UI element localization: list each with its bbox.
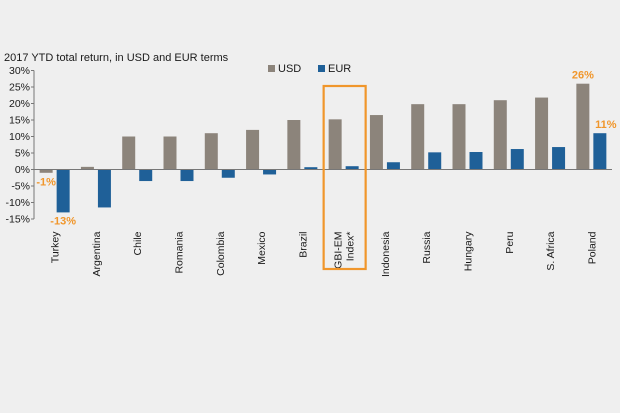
x-tick-label-line: Brazil (297, 232, 309, 258)
x-tick-label-line: Mexico (256, 231, 268, 264)
x-tick-label-line: Poland (586, 231, 598, 264)
data-label: 26% (572, 70, 594, 82)
annotations: -1% -13% 26% 11% (36, 70, 617, 271)
y-tick-label: 0% (15, 164, 30, 176)
x-tick-label: Hungary (463, 231, 475, 271)
x-axis: Turkey Argentina Chile Romania Colombia Mexic… (34, 169, 612, 277)
bar-eur-s-africa (552, 147, 566, 170)
x-tick-label: Chile (132, 231, 144, 255)
y-tick-label: 15% (9, 115, 30, 127)
bar-usd-brazil (287, 120, 301, 170)
x-tick-label-line: Argentina (91, 231, 103, 276)
bar-usd-chile (122, 136, 136, 170)
x-tick-label-line: Chile (132, 231, 144, 255)
x-tick-label-line: Index* (345, 232, 357, 262)
bar-usd-romania (163, 136, 177, 170)
bar-usd-hungary (452, 104, 466, 170)
data-label: -13% (50, 215, 76, 227)
bar-eur-argentina (97, 169, 111, 208)
x-tick-label-line: Romania (174, 231, 186, 273)
x-tick-label: Mexico (256, 231, 268, 264)
bar-usd-poland (576, 83, 590, 170)
x-tick-label-line: Colombia (215, 231, 227, 276)
bar-eur-colombia (221, 169, 235, 178)
bar-usd-mexico (246, 129, 260, 170)
bar-usd-peru (493, 100, 507, 170)
bar-usd-turkey (39, 169, 53, 173)
bar-eur-peru (510, 149, 524, 170)
bar-eur-turkey (56, 169, 70, 213)
bar-usd-colombia (204, 133, 218, 170)
data-label: -1% (36, 177, 56, 189)
bars (39, 83, 607, 213)
x-tick-label: Russia (421, 231, 433, 263)
y-tick-label: 25% (9, 82, 30, 94)
legend-swatch-eur (318, 65, 325, 72)
x-tick-label-line: Indonesia (380, 231, 392, 277)
x-tick-label-line: Peru (504, 231, 516, 253)
x-tick-label-line: Russia (421, 231, 433, 263)
bar-eur-gbi-em-index (345, 166, 359, 170)
bar-usd-argentina (80, 166, 94, 170)
y-tick-label: 5% (15, 148, 30, 160)
x-tick-label-line: Turkey (50, 231, 62, 263)
x-tick-label: Argentina (91, 231, 103, 276)
y-tick-label: -5% (11, 181, 30, 193)
bar-eur-indonesia (386, 162, 400, 170)
bar-usd-s-africa (535, 97, 549, 170)
bar-eur-chile (139, 169, 153, 182)
bar-eur-romania (180, 169, 194, 182)
legend-label-eur: EUR (328, 63, 351, 75)
x-tick-label-line: GBI-EM (333, 232, 345, 269)
x-tick-label: Indonesia (380, 231, 392, 277)
y-tick-label: -15% (5, 214, 30, 226)
bar-usd-gbi-em-index (328, 119, 342, 170)
highlight-box (322, 84, 367, 271)
x-tick-label: S. Africa (545, 231, 557, 270)
bar-eur-brazil (304, 167, 318, 170)
y-tick-label: 10% (9, 131, 30, 143)
x-tick-label-line: Hungary (463, 231, 475, 271)
data-label: 11% (595, 119, 617, 131)
x-tick-label: Peru (504, 231, 516, 253)
legend: USD EUR (268, 63, 351, 75)
bar-usd-indonesia (369, 115, 383, 170)
chart-title: 2017 YTD total return, in USD and EUR te… (4, 52, 229, 64)
bar-eur-poland (593, 133, 607, 170)
y-tick-label: 20% (9, 98, 30, 110)
x-tick-label: Romania (174, 231, 186, 273)
x-tick-label-line: S. Africa (545, 231, 557, 270)
bar-eur-mexico (263, 169, 277, 175)
bar-eur-hungary (469, 152, 483, 170)
legend-label-usd: USD (278, 63, 301, 75)
bar-eur-russia (428, 152, 442, 170)
x-tick-label: Colombia (215, 231, 227, 276)
y-axis: -15% -10% -5% 0% 5% 10% 15% 20% 25% 30% (5, 65, 35, 226)
x-tick-label: GBI-EM Index* (333, 232, 357, 269)
legend-swatch-usd (268, 65, 275, 72)
y-tick-label: 30% (9, 65, 30, 77)
x-tick-label: Poland (586, 231, 598, 264)
bar-usd-russia (411, 104, 425, 170)
x-tick-label: Turkey (50, 231, 62, 263)
y-tick-label: -10% (5, 197, 30, 209)
x-tick-label: Brazil (297, 232, 309, 258)
